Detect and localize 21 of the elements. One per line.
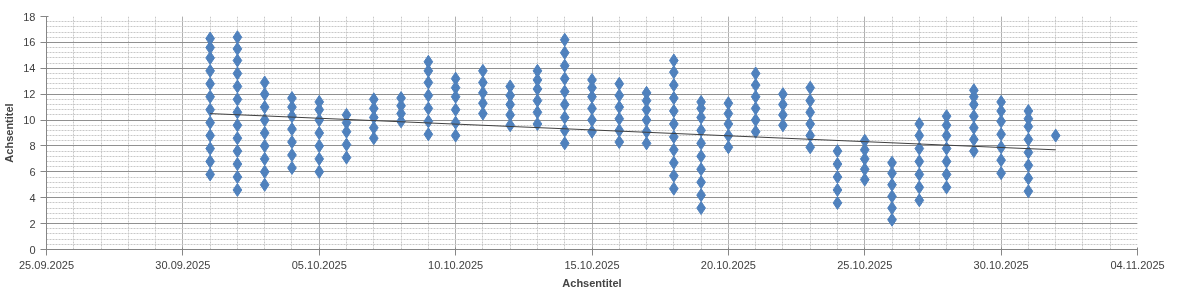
y-tick-label: 18 bbox=[23, 10, 36, 23]
x-tick-label: 30.09.2025 bbox=[155, 258, 211, 271]
y-tick-label: 16 bbox=[23, 36, 36, 49]
y-tick-label: 8 bbox=[29, 139, 36, 152]
x-tick-label: 10.10.2025 bbox=[428, 258, 484, 271]
x-tick-label: 25.10.2025 bbox=[837, 258, 893, 271]
y-tick-label: 0 bbox=[29, 243, 36, 256]
x-tick-label: 25.09.2025 bbox=[18, 258, 75, 271]
y-tick-label: 10 bbox=[23, 114, 36, 127]
x-axis-title: Achsentitel bbox=[562, 276, 622, 289]
x-tick-label: 30.10.2025 bbox=[973, 258, 1029, 271]
y-tick-label: 2 bbox=[29, 217, 36, 230]
x-tick-label: 05.10.2025 bbox=[291, 258, 347, 271]
x-tick-label: 20.10.2025 bbox=[700, 258, 756, 271]
x-tick-label: 15.10.2025 bbox=[564, 258, 620, 271]
y-tick-label: 4 bbox=[29, 191, 36, 204]
y-tick-label: 14 bbox=[23, 62, 36, 75]
y-tick-label: 12 bbox=[23, 88, 36, 101]
y-axis-title: Achsentitel bbox=[3, 103, 16, 163]
y-tick-label: 6 bbox=[29, 165, 36, 178]
x-tick-label: 04.11.2025 bbox=[1110, 258, 1165, 271]
